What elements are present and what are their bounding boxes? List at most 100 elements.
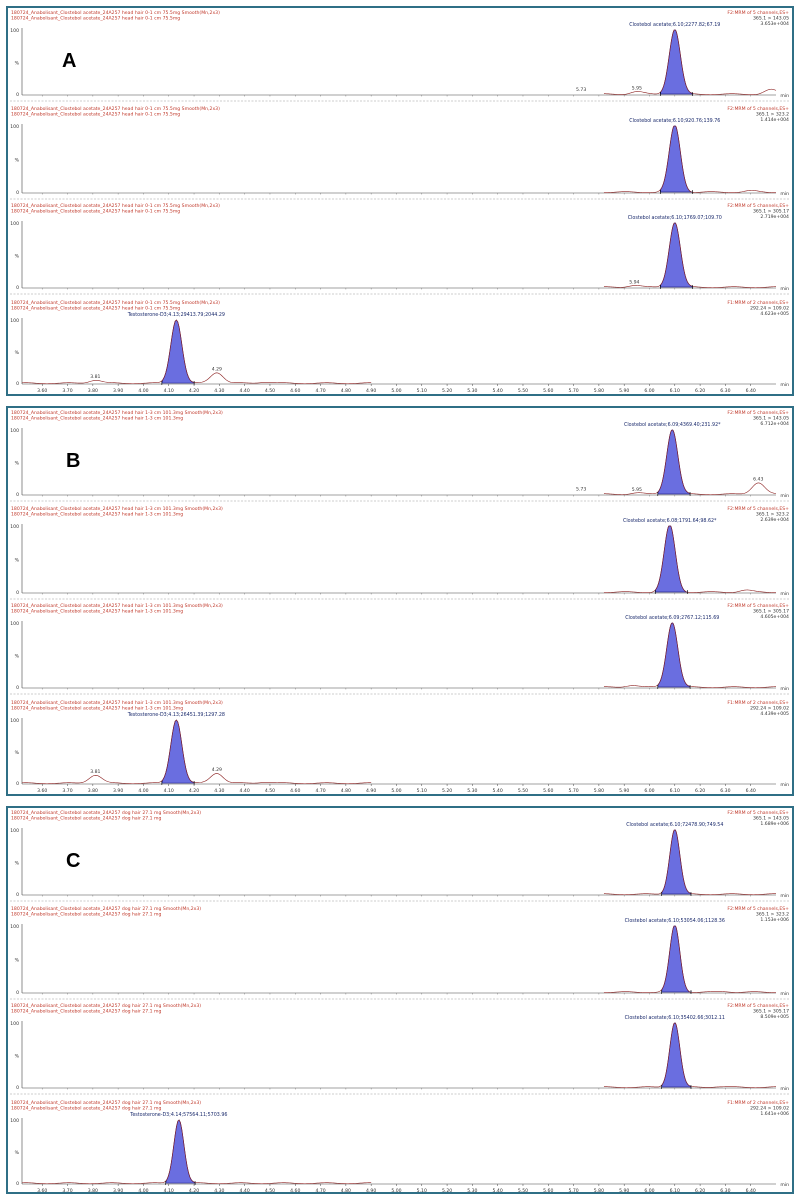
x-tick-label: 4.60 <box>290 388 300 394</box>
trace-header-right: 1.641e+006 <box>760 1111 789 1117</box>
y-tick-label: 100 <box>10 318 19 324</box>
integrated-peak <box>661 1022 692 1088</box>
chromatogram-svg: 180724_Anabolisant_Clostebol acetate_24A… <box>10 10 790 394</box>
trace-header-right: 365.1 > 323.2 <box>756 112 789 118</box>
peak-annotation: Testosterone-D3;4.13;29413.79;2044.29 <box>127 312 225 318</box>
peak-annotation: Clostebol acetate;6.08;1791.64;98.62* <box>623 518 717 524</box>
trace-header-right: 365.1 > 323.2 <box>756 912 789 918</box>
trace-header-left: 180724_Anabolisant_Clostebol acetate_24A… <box>11 906 201 912</box>
peak-label: 5.94 <box>629 279 639 285</box>
peak-label: 5.95 <box>632 86 642 92</box>
trace-header-right: F1:MRM of 2 channels,ES+ <box>727 700 789 706</box>
x-tick-label: 6.40 <box>746 788 756 794</box>
x-tick-label: 4.40 <box>240 388 250 394</box>
x-tick-label: 3.70 <box>62 1188 72 1194</box>
integrated-peak <box>659 125 693 193</box>
x-tick-label: 4.70 <box>315 788 325 794</box>
y-tick-label: % <box>15 958 20 964</box>
x-unit-label: min <box>780 1086 789 1092</box>
y-tick-label: 100 <box>10 28 19 34</box>
x-tick-label: 5.20 <box>442 388 452 394</box>
x-tick-label: 3.60 <box>37 788 47 794</box>
x-tick-label: 4.50 <box>265 1188 275 1194</box>
x-tick-label: 4.00 <box>138 1188 148 1194</box>
trace-header-right: F2:MRM of 5 channels,ES+ <box>727 106 789 112</box>
integrated-peak <box>165 1119 197 1184</box>
peak-label: 6.43 <box>753 477 763 483</box>
x-tick-label: 6.00 <box>644 1188 654 1194</box>
x-tick-label: 3.70 <box>62 788 72 794</box>
trace-header-left: 180724_Anabolisant_Clostebol acetate_24A… <box>11 416 183 422</box>
x-tick-label: 4.90 <box>366 388 376 394</box>
x-tick-label: 4.50 <box>265 788 275 794</box>
x-tick-label: 4.20 <box>189 1188 199 1194</box>
x-tick-label: 6.30 <box>720 788 730 794</box>
trace-header-right: 2.639e+004 <box>760 517 789 523</box>
trace-plot: 180724_Anabolisant_Clostebol acetate_24A… <box>10 810 790 902</box>
chromatogram-panel-a: A 180724_Anabolisant_Clostebol acetate_2… <box>6 6 794 396</box>
trace-header-left: 180724_Anabolisant_Clostebol acetate_24A… <box>11 203 220 209</box>
x-tick-label: 5.30 <box>467 1188 477 1194</box>
trace-header-right: 4.605e+004 <box>760 614 789 620</box>
trace-line <box>603 525 776 594</box>
peak-label: 3.81 <box>90 769 100 775</box>
x-tick-label: 4.10 <box>164 1188 174 1194</box>
x-tick-label: 6.20 <box>695 1188 705 1194</box>
x-tick-label: 3.90 <box>113 388 123 394</box>
x-unit-label: min <box>780 893 789 899</box>
trace-header-right: 1.414e+004 <box>760 117 789 123</box>
trace-header-right: F2:MRM of 5 channels,ES+ <box>727 10 789 16</box>
peak-label: 3.81 <box>90 374 100 380</box>
integrated-peak <box>659 29 694 95</box>
integrated-peak <box>659 222 694 288</box>
y-tick-label: % <box>15 158 20 164</box>
x-unit-label: min <box>780 1182 789 1188</box>
y-tick-label: 0 <box>16 1181 19 1187</box>
peak-label: 5.95 <box>632 487 642 493</box>
y-tick-label: 0 <box>16 381 19 387</box>
trace-header-left: 180724_Anabolisant_Clostebol acetate_24A… <box>11 300 220 306</box>
trace-header-right: 365.1 > 305.17 <box>753 209 789 215</box>
x-tick-label: 4.20 <box>189 788 199 794</box>
trace-line <box>21 719 372 785</box>
y-tick-label: % <box>15 61 20 67</box>
trace-header-left: 180724_Anabolisant_Clostebol acetate_24A… <box>11 410 223 416</box>
x-unit-label: min <box>780 991 789 997</box>
x-unit-label: min <box>780 286 789 292</box>
trace-line <box>603 222 777 289</box>
x-tick-label: 5.50 <box>518 1188 528 1194</box>
trace-header-right: F2:MRM of 5 channels,ES+ <box>727 810 789 816</box>
trace-header-left: 180724_Anabolisant_Clostebol acetate_24A… <box>11 512 183 518</box>
x-tick-label: 3.90 <box>113 788 123 794</box>
trace-header-right: 365.1 > 305.17 <box>753 609 789 615</box>
y-tick-label: 100 <box>10 1021 19 1027</box>
x-unit-label: min <box>780 93 789 99</box>
trace-header-right: F2:MRM of 5 channels,ES+ <box>727 203 789 209</box>
trace-plot: 180724_Anabolisant_Clostebol acetate_24A… <box>10 410 790 502</box>
trace-line <box>603 1022 777 1089</box>
x-tick-label: 4.80 <box>341 388 351 394</box>
trace-header-right: F1:MRM of 2 channels,ES+ <box>727 300 789 306</box>
chromatogram-svg: 180724_Anabolisant_Clostebol acetate_24A… <box>10 810 790 1194</box>
trace-header-right: F2:MRM of 5 channels,ES+ <box>727 506 789 512</box>
trace-header-left: 180724_Anabolisant_Clostebol acetate_24A… <box>11 609 183 615</box>
trace-header-right: 3.653e+004 <box>760 21 789 27</box>
trace-header-right: 365.1 > 143.05 <box>753 816 789 822</box>
y-tick-label: 0 <box>16 590 19 596</box>
peak-annotation: Clostebol acetate;6.10;2277.82;67.19 <box>629 22 720 28</box>
trace-header-right: 365.1 > 305.17 <box>753 1009 789 1015</box>
y-tick-label: 100 <box>10 524 19 530</box>
trace-header-right: F2:MRM of 5 channels,ES+ <box>727 906 789 912</box>
trace-line <box>603 925 776 994</box>
x-tick-label: 4.90 <box>366 788 376 794</box>
peak-annotation: Clostebol acetate;6.10;35402.66;3012.11 <box>625 1015 725 1021</box>
x-tick-label: 5.40 <box>493 388 503 394</box>
trace-header-left: 180724_Anabolisant_Clostebol acetate_24A… <box>11 912 162 918</box>
trace-header-left: 180724_Anabolisant_Clostebol acetate_24A… <box>11 306 180 312</box>
peak-annotation: Clostebol acetate;6.10;1769.07;109.70 <box>628 215 722 221</box>
x-tick-label: 5.40 <box>493 788 503 794</box>
y-tick-label: 100 <box>10 924 19 930</box>
y-tick-label: 0 <box>16 492 19 498</box>
trace-header-right: 4.623e+005 <box>760 311 789 317</box>
x-tick-label: 5.60 <box>543 388 553 394</box>
